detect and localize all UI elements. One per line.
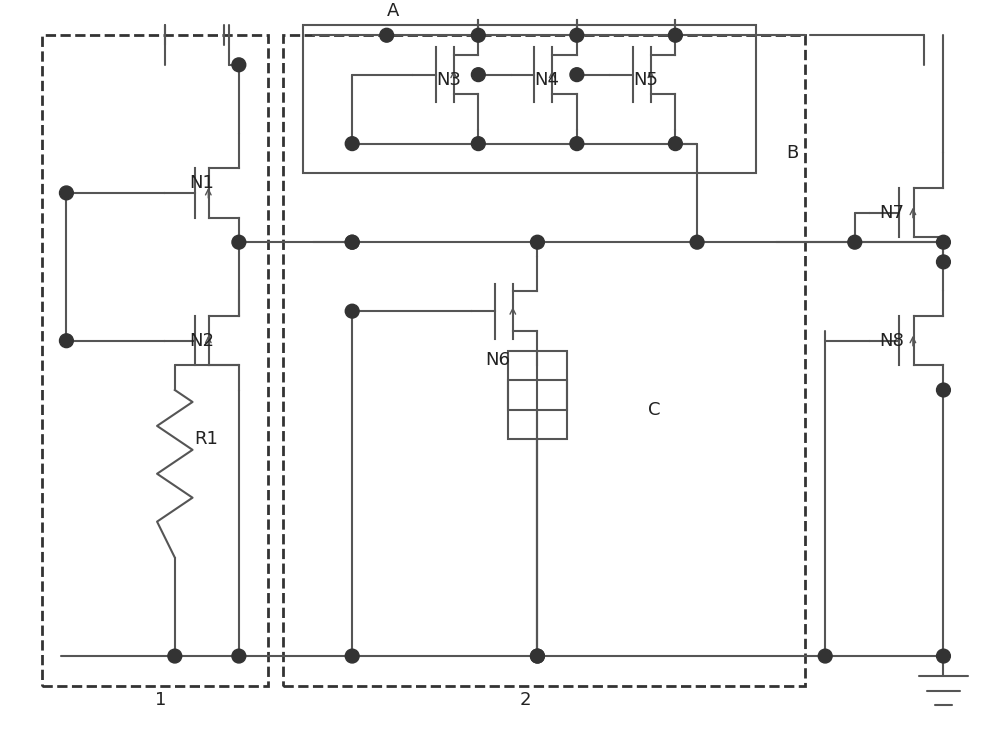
Circle shape: [669, 137, 682, 150]
Text: N3: N3: [436, 70, 461, 88]
Circle shape: [848, 235, 862, 249]
Circle shape: [937, 383, 950, 397]
Text: N1: N1: [190, 174, 214, 192]
Text: A: A: [387, 2, 399, 20]
Circle shape: [531, 649, 544, 663]
Circle shape: [818, 649, 832, 663]
Text: N7: N7: [879, 203, 904, 222]
Circle shape: [531, 235, 544, 249]
Text: N6: N6: [485, 352, 510, 370]
Circle shape: [570, 68, 584, 82]
Circle shape: [531, 649, 544, 663]
Text: R1: R1: [195, 430, 218, 448]
Circle shape: [937, 255, 950, 269]
Bar: [508, 380, 567, 439]
Text: C: C: [648, 401, 660, 419]
Text: 2: 2: [520, 692, 531, 709]
Circle shape: [471, 137, 485, 150]
Text: B: B: [786, 144, 798, 163]
Circle shape: [345, 235, 359, 249]
Text: N5: N5: [633, 70, 658, 88]
Circle shape: [570, 28, 584, 42]
Circle shape: [471, 68, 485, 82]
Text: 1: 1: [155, 692, 166, 709]
Circle shape: [232, 58, 246, 72]
Circle shape: [570, 137, 584, 150]
Text: N4: N4: [534, 70, 559, 88]
Circle shape: [669, 28, 682, 42]
Circle shape: [60, 186, 73, 200]
Circle shape: [232, 649, 246, 663]
Circle shape: [937, 235, 950, 249]
Circle shape: [345, 649, 359, 663]
Circle shape: [380, 28, 394, 42]
Text: N8: N8: [879, 332, 904, 350]
Text: N2: N2: [190, 332, 215, 350]
Circle shape: [232, 235, 246, 249]
Bar: [508, 351, 567, 410]
Circle shape: [345, 304, 359, 318]
Circle shape: [345, 235, 359, 249]
Circle shape: [168, 649, 182, 663]
Circle shape: [471, 28, 485, 42]
Circle shape: [60, 334, 73, 348]
Circle shape: [937, 649, 950, 663]
Circle shape: [690, 235, 704, 249]
Circle shape: [345, 137, 359, 150]
